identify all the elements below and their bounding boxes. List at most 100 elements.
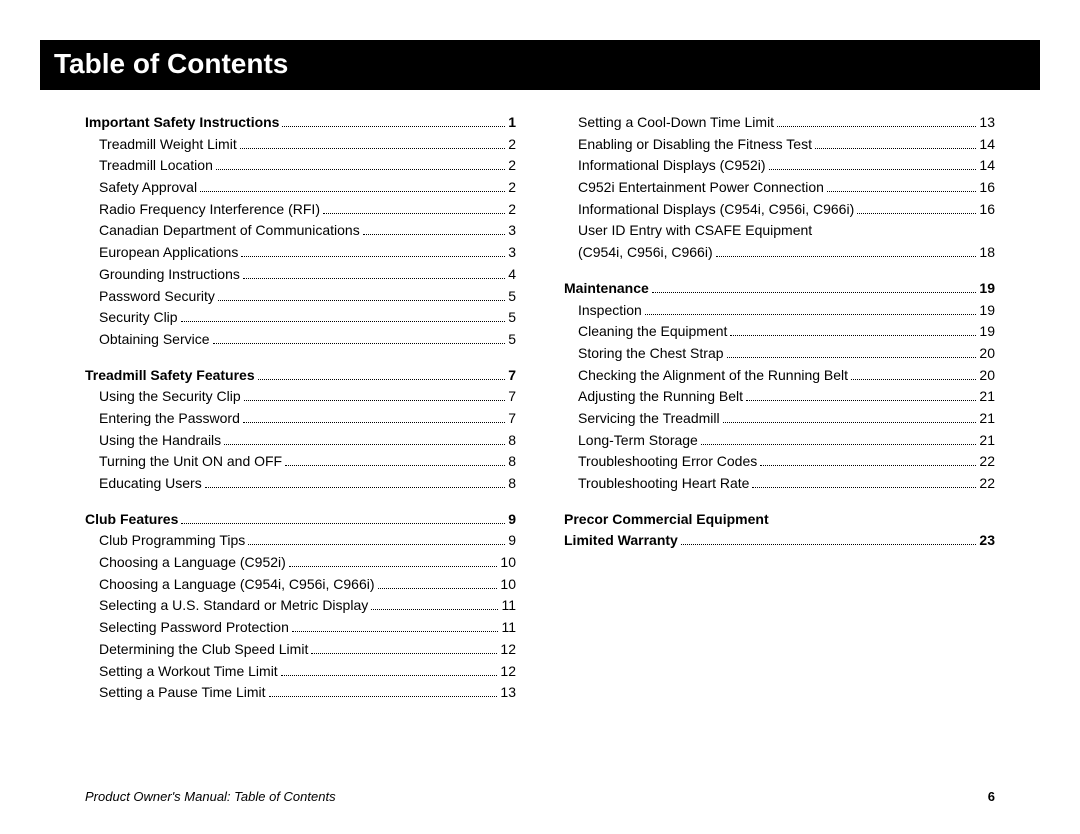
toc-page-number: 21 [979, 408, 995, 430]
toc-page-number: 13 [979, 112, 995, 134]
toc-leader-dots [857, 213, 976, 214]
document-page: Table of Contents Important Safety Instr… [0, 0, 1080, 834]
toc-sub-entry: Enabling or Disabling the Fitness Test 1… [564, 134, 995, 156]
toc-leader-dots [181, 321, 506, 322]
toc-entry-label: Club Features [85, 509, 178, 531]
toc-leader-dots [652, 292, 977, 293]
toc-leader-dots [181, 523, 505, 524]
toc-leader-dots [285, 465, 505, 466]
toc-entry-label: Using the Security Clip [99, 386, 241, 408]
toc-sub-entry: Grounding Instructions 4 [85, 264, 516, 286]
toc-page-number: 19 [979, 278, 995, 300]
toc-leader-dots [243, 422, 505, 423]
toc-sub-entry: Long-Term Storage 21 [564, 430, 995, 452]
toc-entry-label: Precor Commercial Equipment [564, 509, 769, 531]
toc-column-left: Important Safety Instructions 1Treadmill… [85, 112, 516, 704]
toc-leader-dots [289, 566, 498, 567]
toc-leader-dots [281, 675, 498, 676]
toc-leader-dots [716, 256, 977, 257]
toc-sub-entry: Entering the Password 7 [85, 408, 516, 430]
toc-entry-label: Servicing the Treadmill [578, 408, 720, 430]
toc-page-number: 8 [508, 473, 516, 495]
toc-sub-entry: Choosing a Language (C954i, C956i, C966i… [85, 574, 516, 596]
footer-text: Product Owner's Manual: Table of Content… [85, 789, 336, 804]
toc-leader-dots [258, 379, 506, 380]
toc-section-heading: Treadmill Safety Features 7 [85, 365, 516, 387]
toc-page-number: 13 [500, 682, 516, 704]
toc-leader-dots [777, 126, 976, 127]
toc-entry-label: Treadmill Weight Limit [99, 134, 237, 156]
toc-leader-dots [218, 300, 505, 301]
toc-sub-entry: Storing the Chest Strap 20 [564, 343, 995, 365]
toc-entry-label: Treadmill Safety Features [85, 365, 255, 387]
toc-page-number: 5 [508, 286, 516, 308]
toc-sub-entry: Password Security 5 [85, 286, 516, 308]
toc-entry-label: Inspection [578, 300, 642, 322]
toc-page-number: 23 [979, 530, 995, 552]
toc-leader-dots [243, 278, 505, 279]
toc-page-number: 19 [979, 300, 995, 322]
toc-leader-dots [827, 191, 977, 192]
toc-leader-dots [681, 544, 977, 545]
toc-page-number: 16 [979, 177, 995, 199]
toc-leader-dots [701, 444, 977, 445]
toc-page-number: 22 [979, 451, 995, 473]
toc-page-number: 20 [979, 365, 995, 387]
toc-entry-label: Selecting Password Protection [99, 617, 289, 639]
toc-sub-entry: Servicing the Treadmill 21 [564, 408, 995, 430]
toc-leader-dots [292, 631, 499, 632]
toc-leader-dots [248, 544, 505, 545]
toc-page-number: 8 [508, 451, 516, 473]
toc-spacer [85, 495, 516, 509]
toc-column-right: Setting a Cool-Down Time Limit 13Enablin… [564, 112, 995, 704]
toc-sub-entry: Checking the Alignment of the Running Be… [564, 365, 995, 387]
toc-sub-entry: (C954i, C956i, C966i) 18 [564, 242, 995, 264]
toc-page-number: 14 [979, 155, 995, 177]
toc-page-number: 5 [508, 307, 516, 329]
toc-page-number: 16 [979, 199, 995, 221]
toc-sub-entry: Determining the Club Speed Limit 12 [85, 639, 516, 661]
page-footer: Product Owner's Manual: Table of Content… [85, 789, 995, 804]
toc-entry-label: (C954i, C956i, C966i) [578, 242, 713, 264]
toc-leader-dots [378, 588, 498, 589]
toc-page-number: 7 [508, 386, 516, 408]
toc-leader-dots [244, 400, 506, 401]
toc-entry-label: Setting a Pause Time Limit [99, 682, 266, 704]
toc-leader-dots [645, 314, 977, 315]
toc-entry-label: Important Safety Instructions [85, 112, 279, 134]
toc-leader-dots [363, 234, 506, 235]
toc-entry-label: Canadian Department of Communications [99, 220, 360, 242]
toc-page-number: 14 [979, 134, 995, 156]
toc-leader-dots [216, 169, 505, 170]
toc-sub-entry: Troubleshooting Heart Rate 22 [564, 473, 995, 495]
toc-page-number: 3 [508, 242, 516, 264]
toc-page-number: 2 [508, 134, 516, 156]
toc-leader-dots [815, 148, 976, 149]
toc-sub-entry: Security Clip 5 [85, 307, 516, 329]
toc-sub-entry: Informational Displays (C952i) 14 [564, 155, 995, 177]
toc-sub-entry: C952i Entertainment Power Connection 16 [564, 177, 995, 199]
toc-leader-dots [311, 653, 497, 654]
toc-spacer [564, 264, 995, 278]
toc-page-number: 4 [508, 264, 516, 286]
toc-entry-label: Determining the Club Speed Limit [99, 639, 308, 661]
toc-section-heading: Limited Warranty 23 [564, 530, 995, 552]
toc-sub-entry: Setting a Workout Time Limit 12 [85, 661, 516, 683]
toc-page-number: 20 [979, 343, 995, 365]
toc-sub-entry: Selecting a U.S. Standard or Metric Disp… [85, 595, 516, 617]
toc-entry-label: Obtaining Service [99, 329, 210, 351]
toc-page-number: 12 [500, 661, 516, 683]
toc-page-number: 2 [508, 199, 516, 221]
toc-leader-dots [282, 126, 505, 127]
toc-entry-label: Safety Approval [99, 177, 197, 199]
toc-entry-label: Enabling or Disabling the Fitness Test [578, 134, 812, 156]
toc-leader-dots [200, 191, 505, 192]
toc-entry-label: Checking the Alignment of the Running Be… [578, 365, 848, 387]
toc-page-number: 22 [979, 473, 995, 495]
toc-sub-entry: European Applications 3 [85, 242, 516, 264]
toc-leader-dots [213, 343, 506, 344]
toc-page-number: 21 [979, 430, 995, 452]
toc-entry-label: Turning the Unit ON and OFF [99, 451, 282, 473]
toc-entry-label: Security Clip [99, 307, 178, 329]
toc-entry-label: Adjusting the Running Belt [578, 386, 743, 408]
